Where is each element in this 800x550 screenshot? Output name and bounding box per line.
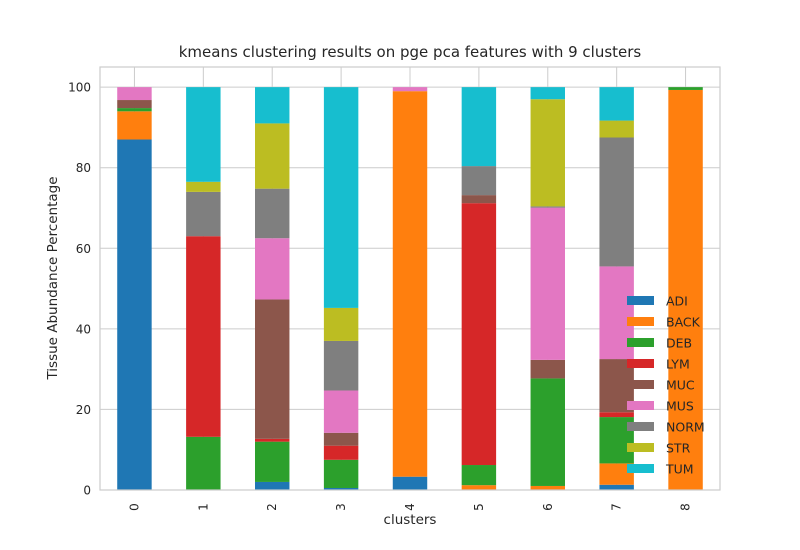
x-axis-label: clusters: [384, 512, 437, 528]
legend-swatch-adi: [627, 296, 654, 305]
bar-segment-adi-cluster-4: [392, 476, 428, 490]
x-tick-label: 0: [127, 503, 141, 511]
bar-segment-norm-cluster-1: [186, 191, 221, 237]
bar-segment-norm-cluster-2: [255, 188, 290, 239]
bar-segment-back-cluster-4: [392, 91, 428, 477]
bar-segment-tum-cluster-6: [530, 87, 565, 100]
legend-label-muc: MUC: [666, 378, 695, 393]
legend-label-back: BACK: [666, 315, 701, 330]
bar-segment-back-cluster-0: [117, 111, 152, 140]
x-tick-label: 2: [265, 503, 279, 511]
bar-segment-back-cluster-6: [530, 485, 565, 490]
legend-swatch-lym: [627, 359, 654, 368]
bar-segment-adi-cluster-2: [255, 481, 290, 490]
bar-segment-tum-cluster-3: [323, 87, 359, 308]
x-tick-label: 1: [196, 503, 210, 511]
x-tick-label: 6: [541, 503, 555, 511]
bar-segment-lym-cluster-5: [461, 203, 497, 466]
x-tick-label: 3: [334, 503, 348, 511]
bar-segment-deb-cluster-5: [461, 465, 497, 486]
bar-segment-back-cluster-8: [668, 89, 703, 490]
legend-swatch-mus: [627, 401, 654, 410]
x-tick-label: 4: [403, 503, 417, 511]
legend-swatch-str: [627, 443, 654, 452]
bar-segment-adi-cluster-3: [323, 487, 359, 490]
legend-label-deb: DEB: [666, 336, 692, 351]
bar-segment-deb-cluster-0: [117, 108, 152, 112]
x-tick-labels: 0 1 2 3 4 5 6 7 8: [127, 503, 692, 511]
bar-segment-str-cluster-1: [186, 181, 221, 192]
bar-segment-str-cluster-2: [255, 123, 290, 189]
bar-segment-lym-cluster-1: [186, 236, 221, 437]
bar-segment-muc-cluster-5: [461, 195, 497, 204]
bar-segment-tum-cluster-7: [599, 87, 634, 121]
bar-segment-tum-cluster-2: [255, 87, 290, 124]
bar-segment-back-cluster-5: [461, 485, 497, 490]
x-tick-label: 8: [679, 503, 693, 511]
bar-segment-norm-cluster-6: [530, 206, 565, 208]
y-tick-label: 40: [76, 322, 91, 336]
bar-segment-adi-cluster-7: [599, 484, 634, 490]
legend-label-adi: ADI: [666, 294, 688, 309]
bar-segment-norm-cluster-7: [599, 137, 634, 267]
legend-label-str: STR: [666, 441, 691, 456]
bar-segment-tum-cluster-1: [186, 87, 221, 182]
bar-segment-lym-cluster-7: [599, 412, 634, 418]
bar-segment-str-cluster-3: [323, 307, 359, 341]
legend-swatch-muc: [627, 380, 654, 389]
bar-segment-norm-cluster-3: [323, 340, 359, 391]
plot-frame: [99, 66, 721, 491]
bar-segment-mus-cluster-4: [392, 87, 428, 92]
legend-swatch-norm: [627, 422, 654, 431]
bar-segment-adi-cluster-0: [117, 139, 152, 490]
y-tick-label: 100: [68, 81, 91, 95]
bar-segment-muc-cluster-0: [117, 100, 152, 109]
legend-label-norm: NORM: [666, 420, 705, 435]
legend-swatch-back: [627, 317, 654, 326]
bar-segment-tum-cluster-5: [461, 87, 497, 167]
bar-segment-deb-cluster-3: [323, 459, 359, 488]
bar-segment-mus-cluster-2: [255, 238, 290, 300]
x-tick-label: 7: [610, 503, 624, 511]
bar-segment-deb-cluster-6: [530, 378, 565, 486]
bar-segment-muc-cluster-6: [530, 359, 565, 379]
x-tick-label: 5: [472, 503, 486, 511]
bar-segment-deb-cluster-8: [668, 87, 703, 90]
bar-segment-deb-cluster-1: [186, 436, 221, 490]
bar-segment-mus-cluster-0: [117, 87, 152, 101]
y-tick-labels: 0 20 40 60 80 100: [68, 81, 91, 498]
legend-label-lym: LYM: [666, 357, 690, 372]
legend-label-tum: TUM: [665, 462, 694, 477]
bar-segment-mus-cluster-6: [530, 207, 565, 360]
bar-segment-mus-cluster-3: [323, 390, 359, 433]
y-tick-label: 20: [76, 403, 91, 417]
y-axis-label: Tissue Abundance Percentage: [45, 176, 61, 380]
chart-title: kmeans clustering results on pge pca fea…: [179, 43, 642, 61]
legend: ADI BACK DEB LYM MUC MUS NORM STR TUM: [627, 294, 705, 477]
y-tick-label: 60: [76, 242, 91, 256]
bar-segment-back-cluster-7: [599, 463, 634, 485]
y-tick-label: 80: [76, 161, 91, 175]
bars: [117, 87, 703, 490]
legend-swatch-deb: [627, 338, 654, 347]
bar-segment-lym-cluster-3: [323, 445, 359, 460]
bar-segment-str-cluster-6: [530, 99, 565, 207]
bar-segment-deb-cluster-2: [255, 441, 290, 482]
bar-segment-str-cluster-7: [599, 120, 634, 138]
bar-segment-lym-cluster-2: [255, 438, 290, 442]
legend-label-mus: MUS: [666, 399, 694, 414]
bar-segment-norm-cluster-5: [461, 166, 497, 196]
bar-segment-muc-cluster-3: [323, 432, 359, 446]
legend-swatch-tum: [627, 464, 654, 473]
bar-segment-muc-cluster-2: [255, 299, 290, 439]
y-tick-label: 0: [83, 484, 91, 498]
